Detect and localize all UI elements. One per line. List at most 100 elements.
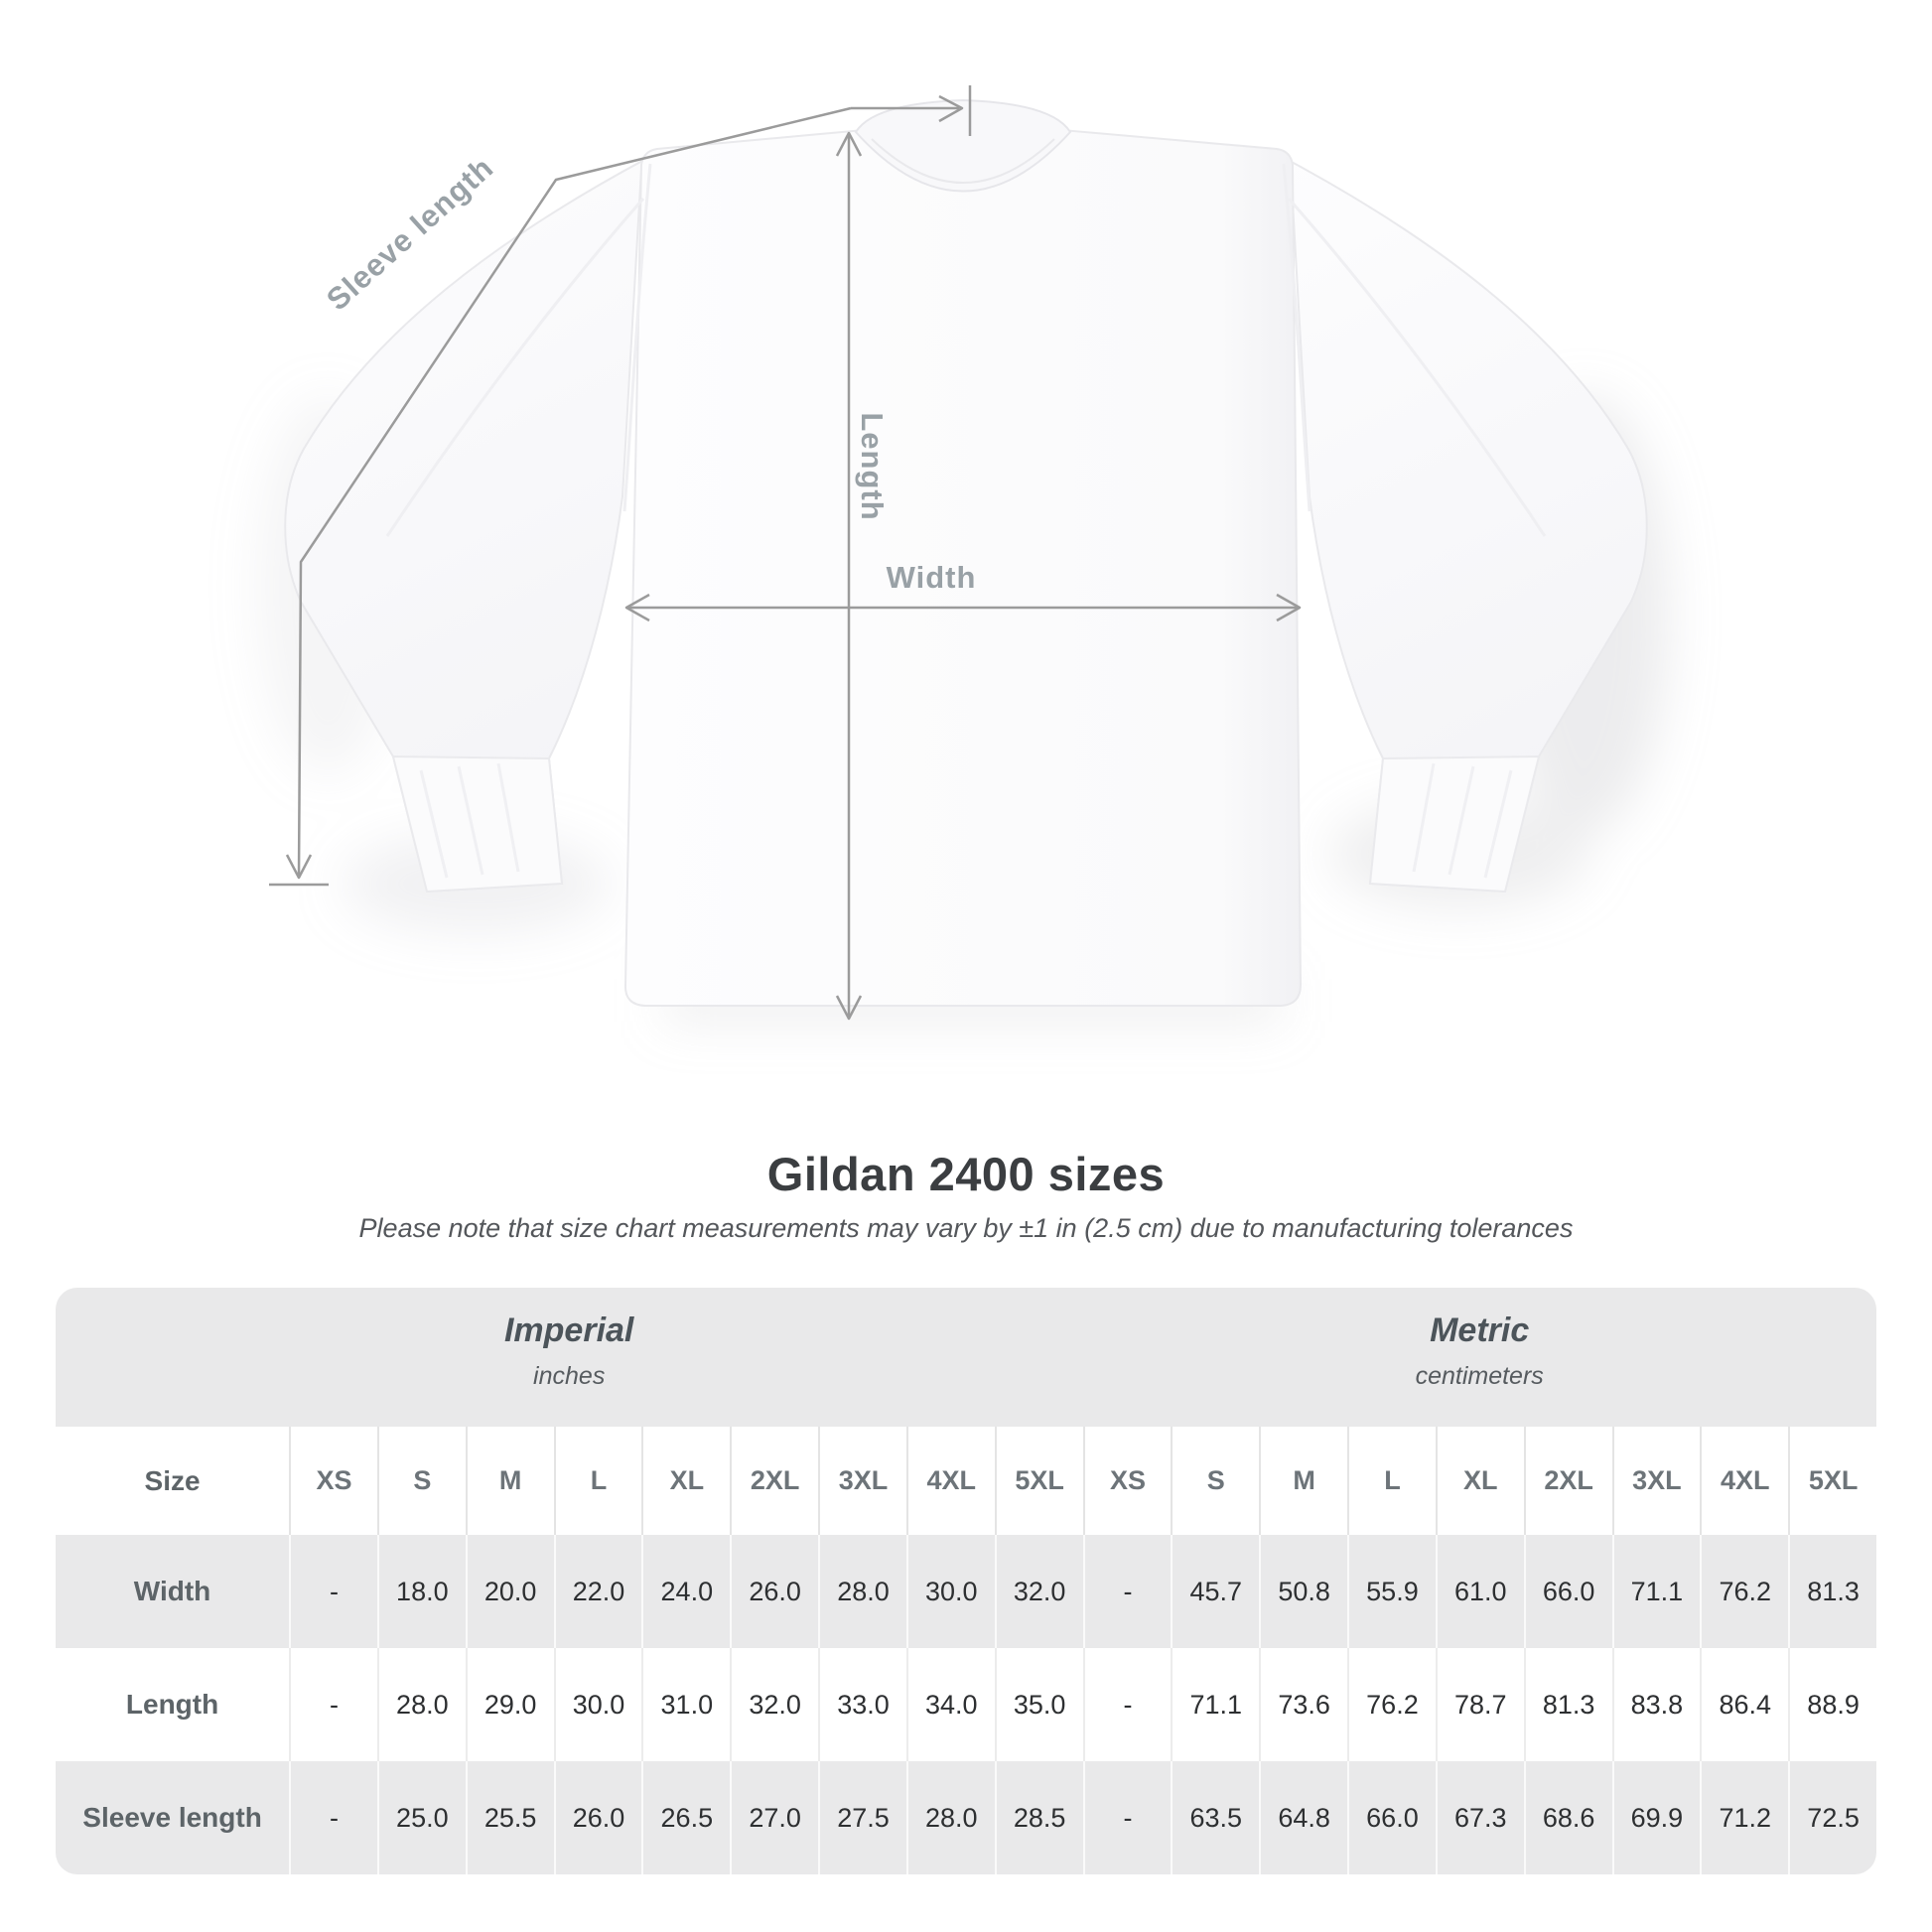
metric-unit-label: centimeters xyxy=(1415,1362,1544,1391)
value-cell-metric: 81.3 xyxy=(1788,1535,1876,1649)
value-cell-imperial: 34.0 xyxy=(905,1648,995,1762)
table-row-length: Length -28.0 29.0 30.0 31.0 32.0 33.0 34.0 35.0-… xyxy=(56,1648,1876,1762)
value-cell-metric: 61.0 xyxy=(1435,1535,1524,1649)
size-header-imperial-xl: XL xyxy=(641,1427,730,1536)
row-label: Length xyxy=(125,1689,219,1721)
value-cell-imperial: 25.5 xyxy=(465,1761,554,1875)
size-header-metric-2xl: 2XL xyxy=(1523,1427,1612,1536)
size-header-metric-3xl: 3XL xyxy=(1611,1427,1701,1536)
value-cell-metric: 63.5 xyxy=(1171,1761,1259,1875)
value-cell-metric: 67.3 xyxy=(1435,1761,1524,1875)
size-header-imperial-2xl: 2XL xyxy=(730,1427,818,1536)
size-header-metric-l: L xyxy=(1347,1427,1436,1536)
sleeve-length-arrow xyxy=(269,85,972,887)
unit-group-imperial: Imperial inches xyxy=(56,1288,1082,1427)
size-header-imperial-3xl: 3XL xyxy=(818,1427,906,1536)
size-header-row: Size XS S M L XL 2XL 3XL 4XL 5XL XS S M L XL 2XL 3XL 4XL 5… xyxy=(56,1427,1876,1536)
value-cell-metric: 78.7 xyxy=(1435,1648,1524,1762)
value-cell-imperial: 22.0 xyxy=(553,1535,642,1649)
width-label: Width xyxy=(887,560,977,595)
value-cell-imperial: 28.0 xyxy=(376,1648,466,1762)
unit-group-header: Imperial inches Metric centimeters xyxy=(56,1288,1876,1428)
size-header-imperial-l: L xyxy=(553,1427,642,1536)
right-cuff xyxy=(1368,755,1541,894)
value-cell-imperial: 30.0 xyxy=(905,1535,995,1649)
value-cell-metric: 68.6 xyxy=(1523,1761,1612,1875)
value-cell-imperial: 18.0 xyxy=(376,1535,466,1649)
size-header-metric-xs: XS xyxy=(1082,1427,1172,1536)
imperial-unit-label: inches xyxy=(533,1362,606,1391)
value-cell-imperial: 27.0 xyxy=(730,1761,818,1875)
value-cell-imperial: 26.0 xyxy=(730,1535,818,1649)
value-cell-metric: - xyxy=(1082,1535,1172,1649)
size-header-imperial-xs: XS xyxy=(289,1427,377,1536)
value-cell-imperial: 24.0 xyxy=(641,1535,730,1649)
value-cell-imperial: 26.0 xyxy=(553,1761,642,1875)
size-header-imperial-m: M xyxy=(465,1427,554,1536)
value-cell-metric: 71.1 xyxy=(1611,1535,1701,1649)
value-cell-imperial: 28.0 xyxy=(905,1761,995,1875)
value-cell-imperial: 25.0 xyxy=(376,1761,466,1875)
size-header-imperial-s: S xyxy=(376,1427,466,1536)
row-label: Width xyxy=(133,1576,211,1607)
length-label: Length xyxy=(855,412,890,520)
value-cell-metric: 88.9 xyxy=(1788,1648,1876,1762)
left-sleeve xyxy=(284,153,656,894)
value-cell-metric: 72.5 xyxy=(1788,1761,1876,1875)
value-cell-metric: 71.1 xyxy=(1171,1648,1259,1762)
value-cell-metric: 69.9 xyxy=(1611,1761,1701,1875)
value-cell-metric: 86.4 xyxy=(1700,1648,1788,1762)
left-cuff xyxy=(391,755,564,894)
size-header-metric-4xl: 4XL xyxy=(1700,1427,1788,1536)
size-header-metric-s: S xyxy=(1171,1427,1259,1536)
size-table: Imperial inches Metric centimeters Size X… xyxy=(56,1288,1876,1875)
value-cell-imperial: 20.0 xyxy=(465,1535,554,1649)
right-sleeve xyxy=(1276,153,1648,894)
unit-group-metric: Metric centimeters xyxy=(1082,1288,1876,1427)
length-arrow xyxy=(835,131,863,1021)
row-label: Sleeve length xyxy=(82,1802,262,1834)
value-cell-metric: 76.2 xyxy=(1700,1535,1788,1649)
value-cell-imperial: - xyxy=(289,1648,377,1762)
shirt-diagram: Sleeve length Length Width xyxy=(258,85,1669,1023)
value-cell-metric: 76.2 xyxy=(1347,1648,1436,1762)
collar-seam xyxy=(871,138,1055,184)
left-cuff-ribs xyxy=(419,762,520,879)
value-cell-imperial: 35.0 xyxy=(994,1648,1083,1762)
size-header-metric-m: M xyxy=(1259,1427,1347,1536)
value-cell-metric: 64.8 xyxy=(1259,1761,1347,1875)
value-cell-metric: 83.8 xyxy=(1611,1648,1701,1762)
value-cell-imperial: 30.0 xyxy=(553,1648,642,1762)
value-cell-metric: - xyxy=(1082,1761,1172,1875)
right-cuff-ribs xyxy=(1412,762,1513,879)
value-cell-metric: 66.0 xyxy=(1347,1761,1436,1875)
value-cell-imperial: 27.5 xyxy=(818,1761,906,1875)
value-cell-metric: 66.0 xyxy=(1523,1535,1612,1649)
value-cell-metric: 71.2 xyxy=(1700,1761,1788,1875)
size-header-imperial-4xl: 4XL xyxy=(905,1427,995,1536)
value-cell-imperial: 29.0 xyxy=(465,1648,554,1762)
value-cell-imperial: 33.0 xyxy=(818,1648,906,1762)
value-cell-imperial: - xyxy=(289,1535,377,1649)
value-cell-metric: 45.7 xyxy=(1171,1535,1259,1649)
value-cell-imperial: 26.5 xyxy=(641,1761,730,1875)
value-cell-metric: - xyxy=(1082,1648,1172,1762)
value-cell-imperial: 28.5 xyxy=(994,1761,1083,1875)
table-row-width: Width -18.0 20.0 22.0 24.0 26.0 28.0 30.0 32.0-4… xyxy=(56,1535,1876,1649)
value-cell-imperial: 32.0 xyxy=(730,1648,818,1762)
tolerance-note: Please note that size chart measurements… xyxy=(358,1213,1574,1244)
metric-label: Metric xyxy=(1430,1311,1530,1350)
value-cell-imperial: 32.0 xyxy=(994,1535,1083,1649)
value-cell-imperial: - xyxy=(289,1761,377,1875)
value-cell-imperial: 31.0 xyxy=(641,1648,730,1762)
size-header-metric-xl: XL xyxy=(1435,1427,1524,1536)
shirt-illustration: Sleeve length Length Width xyxy=(258,85,1669,1023)
table-row-sleeve-length: Sleeve length -25.0 25.5 26.0 26.5 27.0 27.5 28… xyxy=(56,1761,1876,1875)
size-header-imperial-5xl: 5XL xyxy=(994,1427,1083,1536)
value-cell-metric: 81.3 xyxy=(1523,1648,1612,1762)
size-column-header: Size xyxy=(144,1464,201,1496)
width-arrow xyxy=(624,593,1302,622)
value-cell-metric: 55.9 xyxy=(1347,1535,1436,1649)
value-cell-imperial: 28.0 xyxy=(818,1535,906,1649)
